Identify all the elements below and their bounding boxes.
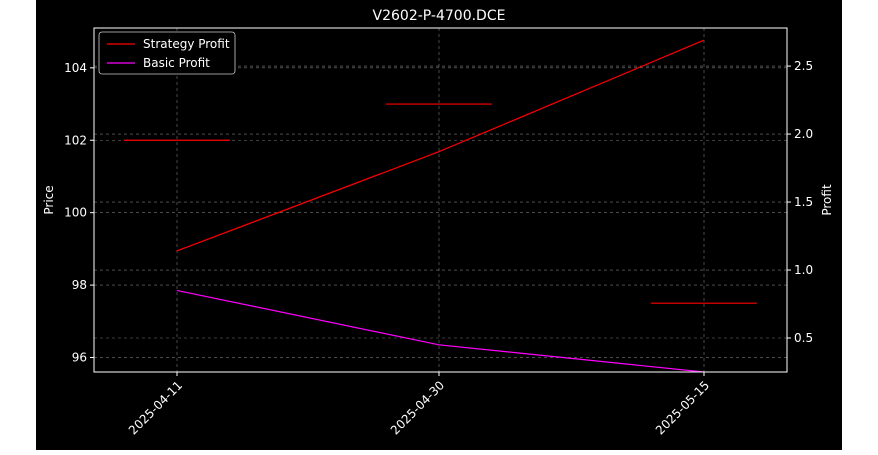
tick-label-x: 2025-04-11 [126,378,185,437]
chart-axes: 96 98 100 102 104 0.5 1.0 1.5 2.0 2.5 2025-04-11 20… [64,27,813,437]
legend-label: Basic Profit [143,56,210,70]
chart-marks [124,39,757,373]
chart-title: V2602-P-4700.DCE [373,8,506,24]
tick-label-right: 2.5 [794,59,813,73]
tick-label-left: 102 [64,133,87,147]
tick-label-left: 104 [64,61,87,75]
y-axis-label-left: Price [42,185,56,214]
chart-figure: V2602-P-4700.DCE 96 98 100 102 104 0.5 1.0 1.5 2… [36,0,842,450]
legend: Strategy Profit Basic Profit [98,31,236,75]
chart-svg: V2602-P-4700.DCE 96 98 100 102 104 0.5 1.0 1.5 2… [42,8,834,437]
series-line-basic-profit [176,289,705,373]
tick-label-right: 1.5 [794,195,813,209]
tick-label-x: 2025-04-30 [388,378,447,437]
tick-label-right: 2.0 [794,127,813,141]
tick-label-right: 0.5 [794,331,813,345]
tick-label-right: 1.0 [794,263,813,277]
legend-label: Strategy Profit [143,37,230,51]
series-line-strategy-profit [176,39,705,252]
y-axis-label-right: Profit [820,184,834,216]
tick-label-left: 100 [64,206,87,220]
tick-label-left: 98 [72,278,87,292]
tick-label-left: 96 [72,351,87,365]
grid-lines [94,28,787,372]
plot-frame [93,27,788,373]
tick-label-x: 2025-05-15 [653,378,712,437]
